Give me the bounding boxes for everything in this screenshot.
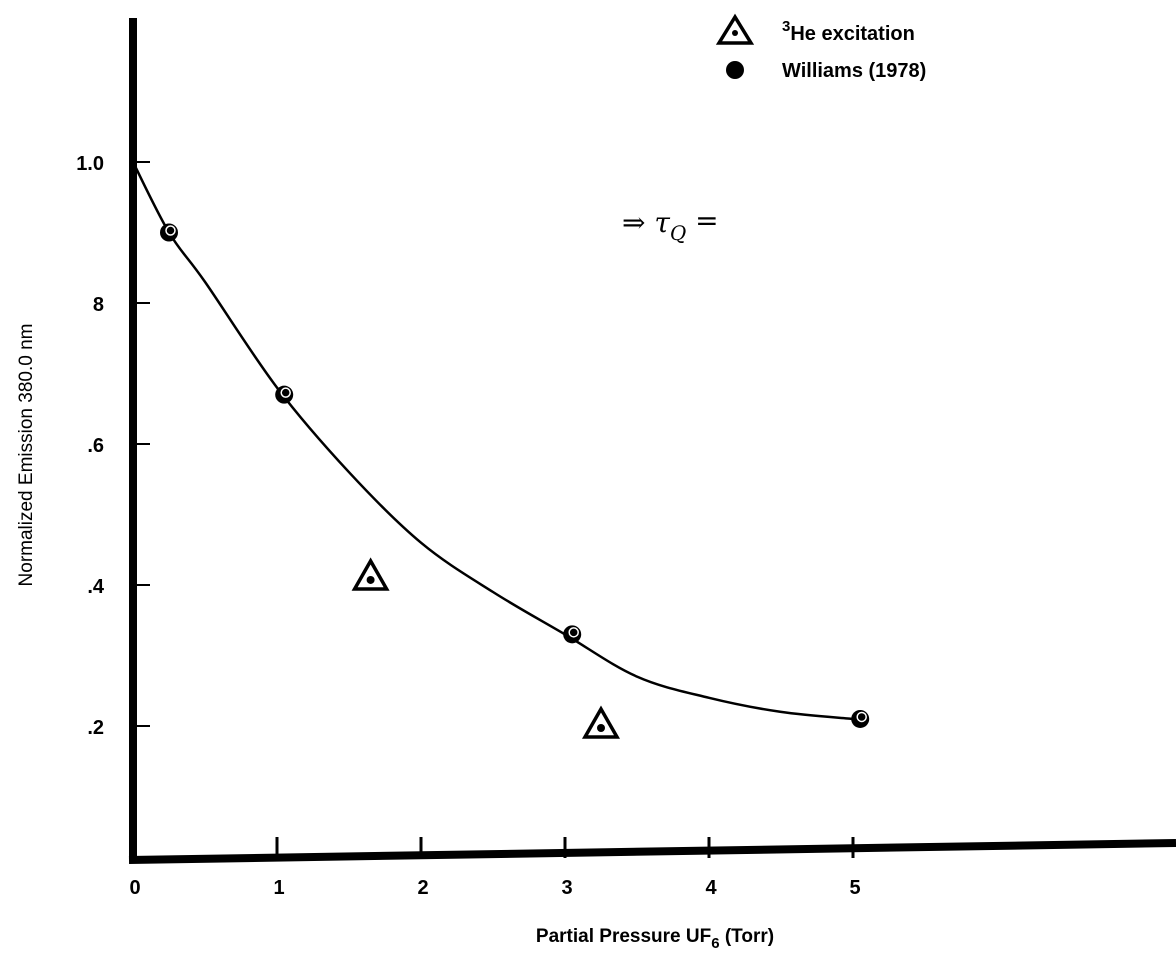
data-point-williams: [563, 625, 582, 644]
x-tick-label: 3: [561, 877, 572, 899]
note-text: ⇒ τ: [622, 206, 670, 239]
y-axis-title: Normalized Emission 380.0 nm: [16, 324, 37, 587]
data-point-he-dot: [597, 724, 605, 732]
data-markers: [160, 223, 870, 739]
data-point-highlight: [568, 627, 579, 638]
circle-marker-icon: [726, 61, 744, 79]
x-tick-label: 2: [417, 877, 428, 899]
note-subscript: Q: [670, 221, 686, 245]
x-axis-title-subscript: 6: [711, 935, 719, 952]
y-tick-label: 1.0: [76, 153, 104, 175]
y-tick-label: 8: [93, 294, 104, 316]
legend-label-williams: Williams (1978): [782, 60, 926, 82]
data-point-williams: [851, 709, 870, 728]
x-tick-label: 5: [849, 877, 860, 899]
legend-label-he: He excitation: [790, 23, 914, 45]
x-tick-label: 1: [273, 877, 284, 899]
legend-item-triangle: 3He excitation: [715, 13, 915, 45]
data-point-highlight: [280, 387, 291, 398]
y-tick-label: .4: [87, 576, 105, 598]
y-tick-label: .2: [87, 717, 104, 739]
x-axis-title: Partial Pressure UF6 (Torr): [536, 926, 774, 952]
x-axis-title-text: Partial Pressure UF: [536, 926, 711, 947]
legend: 3He excitation Williams (1978): [715, 13, 926, 82]
svg-text:3He excitation: 3He excitation: [782, 18, 915, 45]
legend-superscript: 3: [782, 18, 790, 35]
data-point-he-dot: [366, 575, 375, 584]
data-point-williams: [275, 385, 294, 404]
fit-curve: [131, 161, 854, 721]
x-axis-title-suffix: (Torr): [720, 926, 775, 947]
ticks: 0 1 2 3 4 5 .2 .4 .6 8 1.0: [76, 153, 860, 899]
handwritten-note: ⇒ τQ =: [622, 204, 719, 245]
x-tick-label: 0: [129, 877, 140, 899]
axes: [128, 18, 1176, 864]
data-point-he-excitation: [581, 705, 621, 739]
x-tick-label: 4: [705, 877, 717, 899]
x-axis-line: [128, 839, 1176, 864]
legend-item-circle: Williams (1978): [726, 60, 926, 82]
y-tick-label: .6: [87, 435, 104, 457]
note-suffix: =: [686, 204, 718, 237]
data-point-he-excitation: [351, 557, 390, 591]
svg-text:Partial Pressure UF6 (Torr): Partial Pressure UF6 (Torr): [536, 926, 774, 952]
triangle-marker-dot: [732, 30, 738, 36]
data-point-highlight: [856, 711, 867, 723]
data-point-williams: [160, 223, 178, 242]
data-point-highlight: [165, 225, 176, 236]
